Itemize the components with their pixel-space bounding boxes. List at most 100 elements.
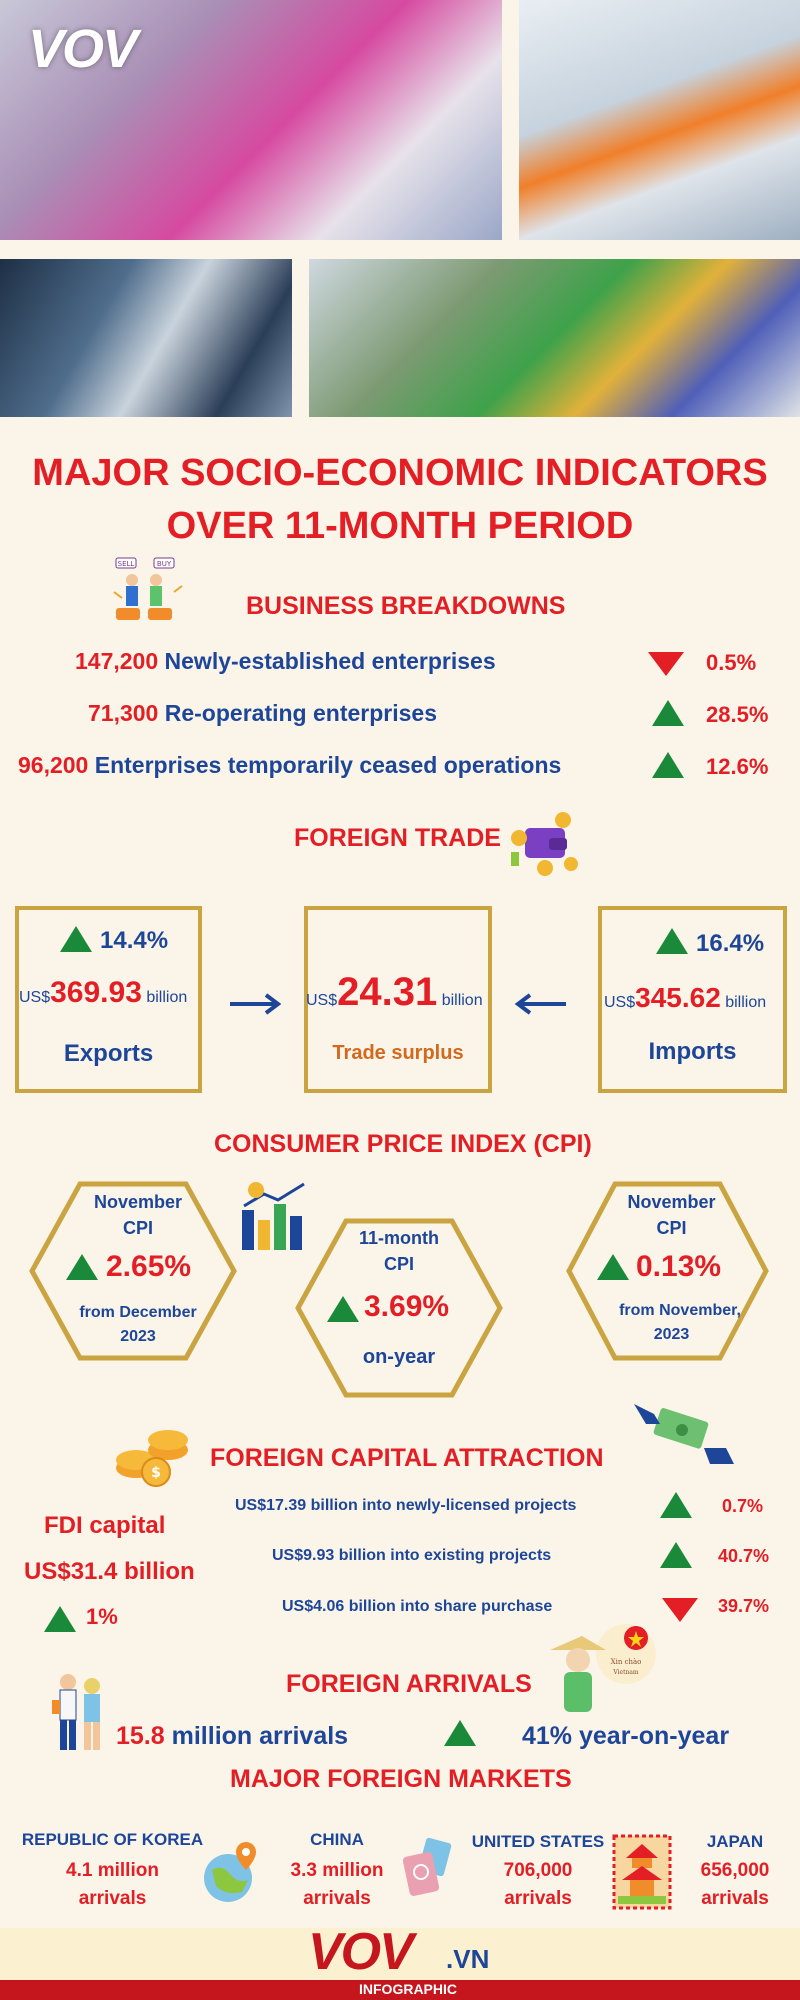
market-us-line1: 706,000 (503, 1860, 573, 1881)
business-row-label: Re-operating enterprises (164, 700, 437, 726)
sell-sign-label: SELL (118, 560, 135, 568)
fdi-row-new: US$17.39 billion into newly-licensed pro… (235, 1497, 577, 1514)
imports-pct: 16.4% (696, 930, 765, 957)
business-row-pct: 28.5% (706, 702, 769, 727)
trade-heading: FOREIGN TRADE (294, 824, 501, 852)
vov-logo: VOV (28, 19, 138, 79)
imports-box (598, 906, 787, 1093)
coins-wallet-icon (511, 812, 578, 876)
business-row-label: Newly-established enterprises (164, 648, 496, 674)
badge-greeting: Xin chào (611, 1657, 642, 1666)
business-row-pct: 0.5% (706, 650, 757, 675)
fdi-total: US$31.4 billion (24, 1558, 195, 1585)
photo-packaging-workers (309, 259, 800, 417)
trend-up-icon (656, 928, 688, 954)
imports-value: US$345.62 billion (604, 982, 766, 1014)
buy-sign-label: BUY (157, 560, 172, 568)
unit-label: billion (146, 989, 188, 1006)
cpi-left-title1: November (93, 1192, 183, 1212)
badge-country: Vietnam (612, 1669, 639, 1676)
cpi-middle-sub1: on-year (362, 1346, 436, 1368)
coin-stack-icon: $ (116, 1430, 188, 1487)
fdi-row-pct: 39.7% (718, 1596, 770, 1616)
imports-label: Imports (648, 1038, 737, 1065)
trade-surplus-box (304, 906, 492, 1093)
cpi-left-sub2: 2023 (120, 1328, 156, 1345)
cpi-left-pct: 2.65% (106, 1250, 192, 1283)
business-row-pct: 12.6% (706, 754, 769, 779)
cpi-middle-title1: 11-month (358, 1228, 439, 1248)
currency-prefix: US$ (306, 992, 338, 1009)
trend-down-icon (648, 652, 684, 676)
footer-bar (0, 1980, 800, 2000)
trend-up-icon (44, 1606, 76, 1632)
cpi-middle-title2: CPI (383, 1254, 414, 1274)
fdi-label-text: FDI capital (44, 1512, 166, 1539)
cpi-right-sub2: 2023 (653, 1326, 690, 1343)
photo-car-assembly (0, 259, 292, 417)
fdi-row-pct: 0.7% (722, 1496, 764, 1516)
unit-label: billion (725, 994, 767, 1011)
photo-garment-workers (0, 0, 502, 240)
page-title-line1: MAJOR SOCIO-ECONOMIC INDICATORS (32, 452, 768, 494)
globe-pin-icon (204, 1842, 256, 1902)
footer-band (0, 1928, 800, 1980)
arrivals-count: 15.8 million arrivals (116, 1722, 348, 1751)
trend-down-icon (662, 1598, 698, 1622)
market-people-icon: SELL BUY (113, 557, 183, 620)
market-korea-country: REPUBLIC OF KOREA (21, 1830, 204, 1849)
surplus-amount: 24.31 (337, 970, 438, 1014)
fdi-row-share: US$4.06 billion into share purchase (282, 1598, 553, 1615)
business-row-value: 96,200 (18, 752, 89, 778)
market-korea-line2: arrivals (78, 1888, 147, 1909)
market-us-line2: arrivals (504, 1888, 572, 1909)
business-row-value: 147,200 (75, 648, 159, 674)
footer-infographic-label: INFOGRAPHIC (359, 1981, 457, 1997)
svg-text:$: $ (151, 1465, 161, 1481)
cpi-right-pct: 0.13% (636, 1250, 722, 1283)
market-china-country: CHINA (310, 1830, 364, 1849)
cpi-heading: CONSUMER PRICE INDEX (CPI) (214, 1130, 592, 1158)
currency-prefix: US$ (19, 989, 51, 1006)
business-row-ceased: 96,200 Enterprises temporarily ceased op… (18, 752, 561, 779)
market-korea-line1: 4.1 million (66, 1860, 159, 1881)
trend-up-icon (66, 1254, 98, 1280)
trend-up-icon (652, 700, 684, 726)
markets-heading: MAJOR FOREIGN MARKETS (230, 1765, 572, 1793)
hexagon-frame-middle (295, 1218, 503, 1398)
unit-label: billion (441, 992, 483, 1009)
business-row-value: 71,300 (88, 700, 159, 726)
cpi-right-title2: CPI (656, 1218, 687, 1238)
cpi-left-sub1: from December (79, 1304, 197, 1321)
market-japan-country: JAPAN (706, 1832, 764, 1851)
currency-prefix: US$ (604, 994, 636, 1011)
trend-up-icon (444, 1720, 476, 1746)
passport-icon (402, 1837, 452, 1896)
fdi-label: FDI capital (44, 1512, 165, 1540)
arrivals-heading: FOREIGN ARRIVALS (286, 1670, 532, 1698)
arrow-left-icon (514, 993, 566, 1015)
footer-vn-suffix: .VN (446, 1944, 490, 1974)
exports-pct: 14.4% (100, 927, 169, 954)
trend-up-icon (660, 1492, 692, 1518)
fdi-heading: FOREIGN CAPITAL ATTRACTION (210, 1444, 604, 1472)
imports-amount: 345.62 (635, 982, 721, 1013)
cpi-left-title2: CPI (122, 1218, 153, 1238)
arrow-right-icon (230, 993, 282, 1015)
photo-factory-worker (519, 0, 800, 240)
fdi-row-pct: 40.7% (718, 1546, 770, 1566)
arrivals-count-label: million arrivals (171, 1722, 349, 1750)
trend-up-icon (60, 926, 92, 952)
exports-box (15, 906, 202, 1093)
market-china-line1: 3.3 million (290, 1860, 384, 1881)
fdi-total-pct: 1% (86, 1604, 118, 1629)
vietnamese-girl-icon: Xin chào Vietnam (550, 1624, 656, 1712)
market-china-line2: arrivals (303, 1888, 371, 1909)
page-title-line2: OVER 11-MONTH PERIOD (166, 505, 634, 547)
market-us-country: UNITED STATES (471, 1832, 605, 1851)
market-japan-line1: 656,000 (700, 1860, 770, 1881)
chart-buildings-icon (242, 1182, 305, 1250)
arrivals-yoy: 41% year-on-year (522, 1722, 730, 1750)
business-row-reoperating: 71,300 Re-operating enterprises (88, 700, 437, 727)
exports-amount: 369.93 (50, 976, 142, 1009)
